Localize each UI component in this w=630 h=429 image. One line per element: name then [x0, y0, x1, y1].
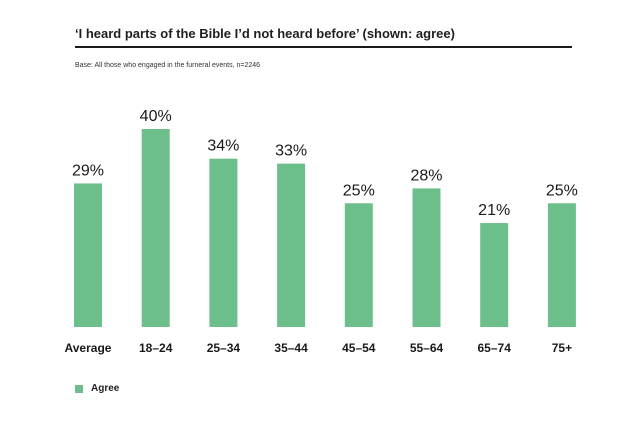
legend-swatch-agree: [75, 384, 83, 393]
value-label-3: 33%: [275, 143, 307, 160]
legend-label-agree: Agree: [91, 383, 120, 394]
category-labels-group: Average 18–24 25–34 35–44 45–54 55–64 65–74 75+: [65, 341, 573, 355]
category-label-1: 18–24: [139, 341, 173, 355]
value-labels-group: 29% 40% 34% 33% 25% 28% 21% 25%: [72, 108, 578, 219]
value-label-6: 21%: [478, 202, 510, 219]
category-label-0: Average: [65, 341, 112, 355]
legend: Agree: [75, 383, 119, 394]
value-label-5: 28%: [410, 167, 442, 184]
bar-2: [209, 158, 238, 327]
bar-3: [277, 163, 306, 327]
category-label-2: 25–34: [207, 341, 241, 355]
value-label-4: 25%: [343, 182, 375, 199]
category-label-7: 75+: [552, 341, 572, 355]
chart-title: ‘I heard parts of the Bible I’d not hear…: [75, 26, 455, 41]
bar-6: [480, 223, 509, 327]
bar-0: [74, 183, 102, 327]
chart-subtitle: Base: All those who engaged in the furne…: [75, 62, 261, 69]
value-label-2: 34%: [207, 138, 239, 155]
title-divider: [75, 46, 572, 48]
category-label-6: 65–74: [478, 341, 512, 355]
value-label-0: 29%: [72, 162, 104, 179]
value-label-1: 40%: [140, 108, 172, 125]
bar-7: [547, 203, 576, 327]
bar-4: [344, 203, 373, 327]
bars-group: [74, 129, 576, 327]
bar-5: [412, 188, 441, 327]
category-label-3: 35–44: [274, 341, 308, 355]
value-label-7: 25%: [546, 182, 578, 199]
bar-1: [141, 129, 170, 327]
category-label-5: 55–64: [410, 341, 444, 355]
category-label-4: 45–54: [342, 341, 376, 355]
